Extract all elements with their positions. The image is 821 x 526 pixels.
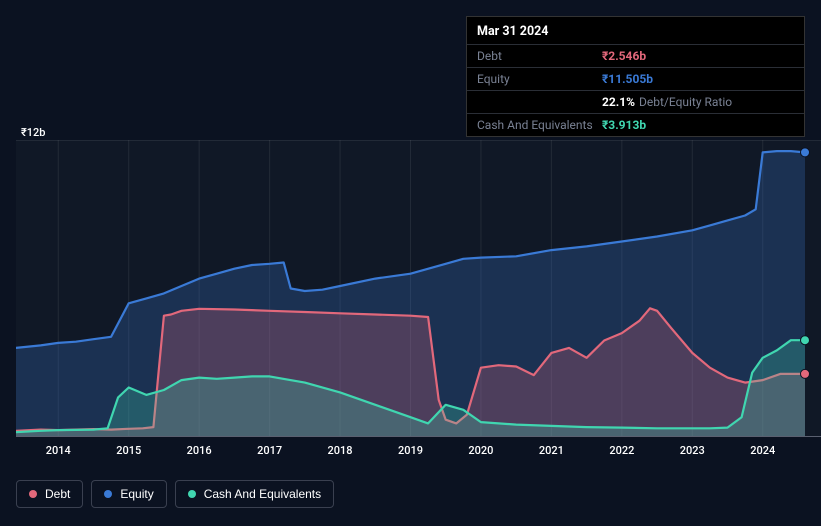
tooltip-value: 22.1% — [602, 95, 635, 109]
legend-item-equity[interactable]: Equity — [91, 480, 166, 508]
tooltip-row-debt: Debt ₹2.546b — [467, 45, 804, 68]
chart-svg — [16, 140, 821, 437]
x-tick-label: 2015 — [116, 444, 141, 457]
tooltip-value: ₹11.505b — [602, 72, 653, 86]
chart-tooltip: Mar 31 2024 Debt ₹2.546b Equity ₹11.505b… — [466, 16, 805, 137]
chart-legend: Debt Equity Cash And Equivalents — [16, 480, 334, 508]
tooltip-row-cash: Cash And Equivalents ₹3.913b — [467, 114, 804, 136]
legend-dot-icon — [188, 490, 196, 498]
legend-label: Cash And Equivalents — [204, 487, 321, 501]
x-tick-label: 2019 — [398, 444, 423, 457]
legend-item-cash[interactable]: Cash And Equivalents — [175, 480, 334, 508]
tooltip-value: ₹2.546b — [602, 49, 646, 63]
x-tick-label: 2016 — [187, 444, 212, 457]
tooltip-row-equity: Equity ₹11.505b — [467, 68, 804, 91]
x-axis: 2014 2015 2016 2017 2018 2019 2020 2021 2022 2023… — [16, 444, 821, 462]
legend-dot-icon — [104, 490, 112, 498]
x-tick-label: 2017 — [257, 444, 282, 457]
x-tick-label: 2021 — [539, 444, 564, 457]
legend-label: Equity — [120, 487, 153, 501]
x-tick-label: 2022 — [609, 444, 634, 457]
tooltip-key: Cash And Equivalents — [477, 118, 602, 132]
x-tick-label: 2020 — [468, 444, 493, 457]
x-tick-label: 2018 — [328, 444, 353, 457]
tooltip-key — [477, 95, 602, 109]
financial-history-chart: Mar 31 2024 Debt ₹2.546b Equity ₹11.505b… — [0, 0, 821, 526]
tooltip-date: Mar 31 2024 — [467, 17, 804, 45]
tooltip-value: ₹3.913b — [602, 118, 646, 132]
chart-plot-area[interactable] — [16, 140, 821, 437]
x-tick-label: 2023 — [680, 444, 705, 457]
x-tick-label: 2014 — [46, 444, 71, 457]
tooltip-row-ratio: 22.1% Debt/Equity Ratio — [467, 91, 804, 114]
tooltip-key: Debt — [477, 49, 602, 63]
legend-item-debt[interactable]: Debt — [16, 480, 83, 508]
x-tick-label: 2024 — [750, 444, 775, 457]
tooltip-suffix: Debt/Equity Ratio — [639, 95, 732, 109]
legend-dot-icon — [29, 490, 37, 498]
tooltip-key: Equity — [477, 72, 602, 86]
legend-label: Debt — [45, 487, 70, 501]
y-axis-max: ₹12b — [21, 126, 45, 139]
